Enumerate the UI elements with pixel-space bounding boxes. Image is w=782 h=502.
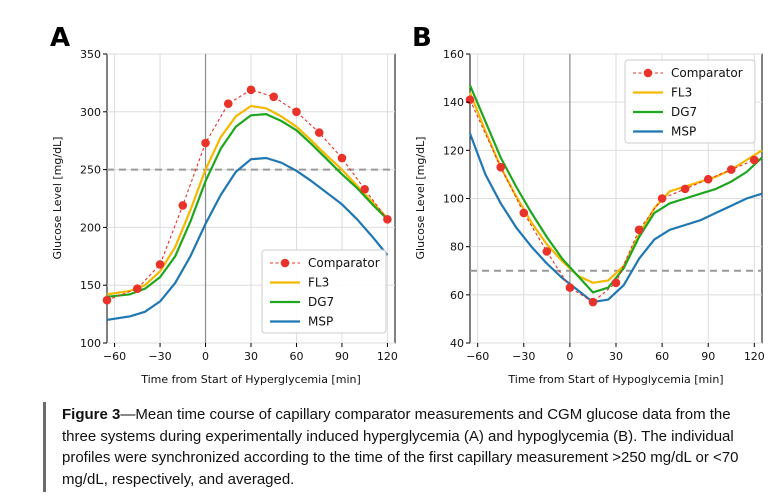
panel-a-series-comparator-point — [155, 260, 165, 269]
panel-a-series-comparator-point — [223, 99, 233, 109]
panel-a-series-comparator-point — [102, 295, 112, 305]
panel-a-y-tick-label: 100 — [80, 337, 101, 350]
panel-b-legend-marker-comparator — [643, 68, 653, 78]
panel-a-x-tick-label: −60 — [103, 350, 126, 363]
panel-a-x-tick-label: 30 — [244, 350, 258, 363]
panel-b-x-axis-label: Time from Start of Hypoglycemia [min] — [507, 373, 723, 386]
panel-a-y-ticks: 100 150 200 250 300 350 — [80, 48, 107, 350]
panel-a-x-tick-label: 60 — [289, 350, 303, 363]
panel-b-y-tick-label: 120 — [443, 144, 464, 157]
panel-a-y-tick-label: 150 — [80, 279, 101, 292]
panel-b-y-tick-label: 80 — [450, 241, 464, 254]
panel-b-series-comparator-point — [703, 174, 713, 184]
panel-a-series-dg7-line — [106, 112, 389, 298]
panel-b-series-msp-line — [468, 133, 763, 304]
panel-b-reference-lines — [470, 54, 762, 343]
panel-b-x-tick-label: 0 — [566, 350, 573, 363]
panel-b-series-comparator-point — [496, 162, 506, 172]
caption-text: —Mean time course of capillary comparato… — [62, 406, 739, 488]
panel-b-series-comparator-point — [680, 184, 690, 194]
panel-a: A −60 −30 0 30 60 90 120 100 150 200 250 300 350 Ti… — [50, 23, 398, 386]
panel-a-y-tick-label: 300 — [80, 106, 101, 119]
caption-figure-label: Figure 3 — [62, 406, 121, 423]
panel-a-series-comparator-point — [201, 138, 210, 148]
panel-b-series-comparator-point — [634, 225, 644, 235]
panel-a-series-fl3-line — [106, 104, 389, 296]
panel-a-legend-box — [261, 249, 387, 334]
panel-b-y-tick-label: 100 — [443, 193, 464, 206]
panel-a-y-tick-label: 200 — [80, 221, 101, 234]
panel-b-series-comparator-point — [657, 194, 667, 203]
panel-b-y-tick-label: 140 — [443, 96, 464, 109]
panel-b-x-ticks: −60 −30 0 30 60 90 120 — [466, 343, 765, 363]
panel-b-x-tick-label: −60 — [466, 350, 489, 363]
panel-b-legend-box — [624, 59, 756, 144]
panel-a-series-comparator-point — [314, 128, 324, 137]
panel-a-legend-label-dg7: DG7 — [308, 295, 334, 309]
panel-b-legend-label-msp: MSP — [671, 125, 696, 139]
panel-b-letter: B — [412, 23, 432, 53]
panel-b-series-fl3-line — [468, 92, 763, 284]
panel-b-legend-label-fl3: FL3 — [671, 86, 692, 100]
panel-a-x-ticks: −60 −30 0 30 60 90 120 — [103, 343, 398, 363]
panel-b-legend-label-dg7: DG7 — [671, 105, 697, 119]
panel-b-y-tick-label: 60 — [450, 289, 464, 302]
panel-a-series-comparator-point — [178, 201, 188, 210]
panel-a-legend-label-msp: MSP — [308, 315, 333, 329]
panel-b-series-comparator-point — [542, 247, 552, 256]
panel-b-y-tick-label: 160 — [443, 48, 464, 61]
panel-a-y-axis-label: Glucose Level [mg/dL] — [51, 137, 64, 260]
panel-b-series — [465, 84, 763, 307]
panel-a-series-comparator-point — [133, 284, 142, 293]
panel-b-series-comparator-point — [588, 297, 598, 307]
panel-a-series-comparator-point — [337, 153, 347, 163]
panel-b-x-tick-label: 120 — [744, 350, 765, 363]
panel-a-series-comparator-point — [292, 107, 301, 117]
panel-b-legend: Comparator FL3 DG7 MSP — [624, 59, 756, 144]
panel-b-legend-label-comparator: Comparator — [671, 66, 743, 80]
panel-b: B −60 −30 0 30 60 90 120 40 60 80 100 120 140 160 Ti… — [412, 23, 765, 386]
panel-a-y-tick-label: 350 — [80, 48, 101, 61]
panel-a-legend-label-fl3: FL3 — [308, 276, 329, 290]
panel-a-x-tick-label: 0 — [202, 350, 209, 363]
panel-a-series-comparator-point — [269, 92, 279, 102]
panel-b-series-comparator-point — [465, 95, 475, 105]
panel-a-legend-label-comparator: Comparator — [308, 256, 380, 270]
panel-a-reference-lines — [107, 54, 395, 343]
panel-a-series-msp-line — [106, 156, 389, 321]
panel-a-x-tick-label: 120 — [377, 350, 398, 363]
panel-b-series-dg7-line — [468, 84, 763, 294]
figure-caption: Figure 3—Mean time course of capillary c… — [62, 404, 762, 490]
panel-b-y-tick-label: 40 — [450, 337, 464, 350]
panel-b-series-comparator-point — [565, 283, 575, 292]
panel-a-series-comparator-point — [246, 85, 256, 95]
panel-a-x-axis-label: Time from Start of Hyperglycemia [min] — [140, 373, 361, 386]
panel-a-x-tick-label: −30 — [148, 350, 171, 363]
panel-b-x-tick-label: 60 — [655, 350, 669, 363]
panel-b-x-tick-label: 90 — [701, 350, 715, 363]
panel-b-y-axis-label: Glucose Level [mg/dL] — [414, 137, 427, 260]
panel-b-series-comparator-point — [519, 208, 529, 218]
panel-a-series-comparator-point — [383, 215, 392, 224]
panel-a-legend: Comparator FL3 DG7 MSP — [261, 249, 387, 334]
panel-b-x-tick-label: −30 — [512, 350, 535, 363]
caption-accent-bar — [43, 402, 46, 492]
panel-b-series-comparator-point — [611, 278, 621, 288]
panel-b-y-ticks: 40 60 80 100 120 140 160 — [443, 48, 470, 350]
panel-a-x-tick-label: 90 — [335, 350, 349, 363]
panel-b-series-comparator-point — [750, 155, 759, 165]
panel-a-series-comparator-point — [360, 184, 369, 194]
panel-b-series-comparator-point — [726, 165, 736, 174]
panel-a-legend-marker-comparator — [280, 258, 290, 268]
panel-b-x-tick-label: 30 — [609, 350, 623, 363]
panel-a-series — [102, 85, 392, 321]
panel-a-letter: A — [50, 23, 70, 53]
panel-a-y-tick-label: 250 — [80, 164, 101, 177]
